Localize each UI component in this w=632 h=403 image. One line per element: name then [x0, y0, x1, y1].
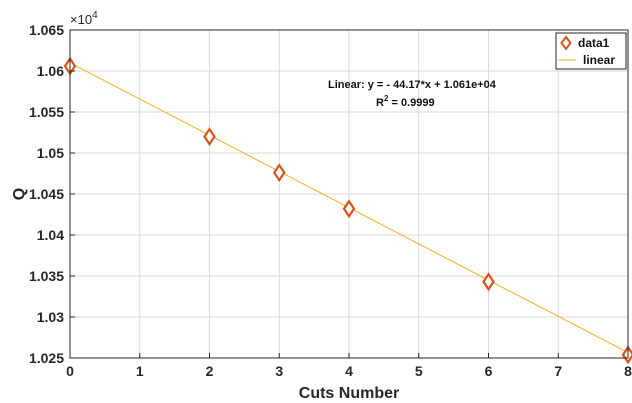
y-axis-ticks: 1.025 1.03 1.035 1.04 1.045 1.05 1.055 1.06 1.06… [29, 22, 75, 366]
data-point-marker [482, 272, 495, 292]
x-tick-label: 5 [415, 363, 423, 379]
data-markers [63, 56, 632, 365]
x-tick-label: 2 [206, 363, 214, 379]
y-tick-label: 1.065 [29, 22, 64, 38]
y-tick-label: 1.04 [37, 227, 64, 243]
y-tick-label: 1.05 [37, 145, 64, 161]
y-tick-label: 1.025 [29, 350, 64, 366]
legend-label-linear: linear [583, 53, 615, 67]
x-tick-label: 4 [345, 363, 353, 379]
y-tick-label: 1.045 [29, 186, 64, 202]
y-tick-label: 1.055 [29, 104, 64, 120]
x-tick-label: 0 [66, 363, 74, 379]
y-tick-label: 1.035 [29, 268, 64, 284]
data-point-marker [272, 163, 286, 183]
y-axis-label: Q [11, 188, 28, 200]
legend-marker-data1 [560, 35, 572, 51]
x-tick-label: 8 [624, 363, 632, 379]
fit-equation: Linear: y = - 44.17*x + 1.061e+04 [328, 79, 497, 91]
y-axis-exponent: ×104 [70, 10, 98, 27]
data-point-marker [203, 127, 216, 147]
x-tick-label: 6 [485, 363, 493, 379]
x-tick-label: 3 [275, 363, 283, 379]
legend: data1 linear [555, 32, 627, 70]
y-tick-label: 1.03 [37, 309, 64, 325]
y-tick-label: 1.06 [37, 63, 64, 79]
x-tick-label: 7 [554, 363, 562, 379]
data-point-marker [342, 199, 356, 219]
x-axis-ticks: 0 1 2 3 4 5 6 7 8 [66, 353, 632, 379]
x-tick-label: 1 [136, 363, 144, 379]
x-axis-label: Cuts Number [299, 385, 399, 402]
fit-r-squared: R2 = 0.9999 [376, 94, 435, 109]
legend-label-data1: data1 [578, 36, 610, 50]
